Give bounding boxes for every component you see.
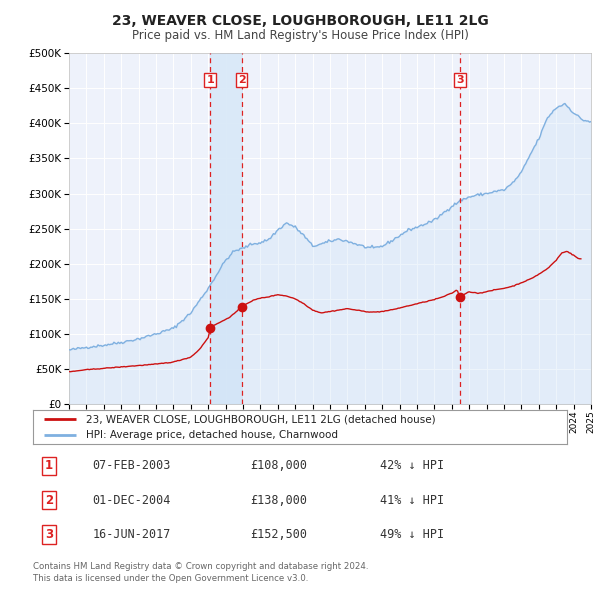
Text: 49% ↓ HPI: 49% ↓ HPI: [380, 528, 444, 541]
Text: 3: 3: [456, 75, 464, 85]
Text: 41% ↓ HPI: 41% ↓ HPI: [380, 493, 444, 507]
Text: 07-FEB-2003: 07-FEB-2003: [92, 459, 171, 472]
Text: Price paid vs. HM Land Registry's House Price Index (HPI): Price paid vs. HM Land Registry's House …: [131, 29, 469, 42]
Text: £108,000: £108,000: [250, 459, 307, 472]
Text: 23, WEAVER CLOSE, LOUGHBOROUGH, LE11 2LG (detached house): 23, WEAVER CLOSE, LOUGHBOROUGH, LE11 2LG…: [86, 414, 436, 424]
Text: 3: 3: [45, 528, 53, 541]
Text: This data is licensed under the Open Government Licence v3.0.: This data is licensed under the Open Gov…: [33, 573, 308, 583]
Text: 1: 1: [45, 459, 53, 472]
Text: HPI: Average price, detached house, Charnwood: HPI: Average price, detached house, Char…: [86, 430, 338, 440]
Text: 16-JUN-2017: 16-JUN-2017: [92, 528, 171, 541]
Text: 23, WEAVER CLOSE, LOUGHBOROUGH, LE11 2LG: 23, WEAVER CLOSE, LOUGHBOROUGH, LE11 2LG: [112, 14, 488, 28]
Text: 2: 2: [238, 75, 245, 85]
Text: £152,500: £152,500: [250, 528, 307, 541]
Text: 2: 2: [45, 493, 53, 507]
Text: 42% ↓ HPI: 42% ↓ HPI: [380, 459, 444, 472]
Text: £138,000: £138,000: [250, 493, 307, 507]
Text: 1: 1: [206, 75, 214, 85]
Bar: [210, 53, 242, 404]
Text: 01-DEC-2004: 01-DEC-2004: [92, 493, 171, 507]
Text: Contains HM Land Registry data © Crown copyright and database right 2024.: Contains HM Land Registry data © Crown c…: [33, 562, 368, 571]
